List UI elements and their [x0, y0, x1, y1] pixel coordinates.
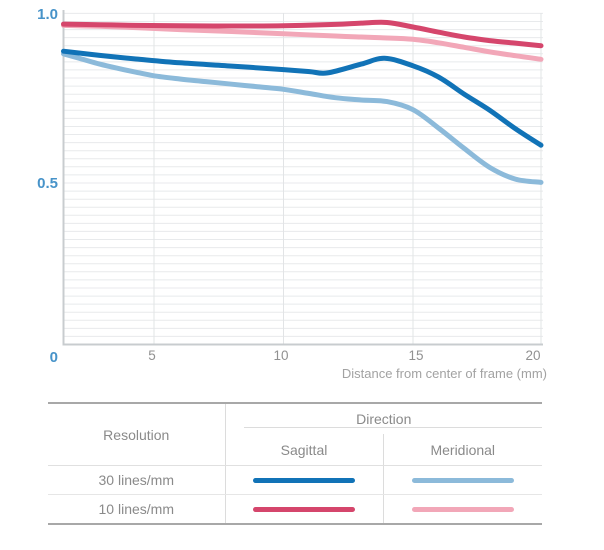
- resolution-header-cell: Resolution: [48, 403, 226, 466]
- direction-header-label: Direction: [356, 410, 412, 427]
- y-tick-label-0: 0: [49, 349, 58, 366]
- line-swatch-30-sagittal: [253, 477, 355, 483]
- x-tick-label-20: 20: [525, 348, 541, 363]
- sagittal-header-cell: Sagittal: [225, 434, 384, 466]
- swatch-cell-10-meridional: [383, 495, 542, 525]
- x-tick-label-5: 5: [148, 348, 156, 363]
- swatch-cell-10-sagittal: [225, 494, 384, 524]
- swatch-cell-30-sagittal: [225, 465, 384, 495]
- table-row-30-lines: 30 lines/mm: [48, 465, 542, 495]
- line-swatch-10-sagittal: [253, 506, 355, 512]
- x-tick-label-10: 10: [273, 348, 289, 363]
- legend-table: Resolution Direction Sagittal Meridional…: [48, 402, 542, 525]
- row-label-30-lines: 30 lines/mm: [48, 465, 226, 495]
- direction-underline: [243, 426, 542, 428]
- line-swatch-30-meridional: [411, 477, 514, 483]
- row-label-10-lines: 10 lines/mm: [48, 494, 226, 524]
- x-tick-label-15: 15: [408, 348, 424, 363]
- swatch-cell-30-meridional: [383, 465, 542, 495]
- meridional-header-cell: Meridional: [383, 434, 542, 466]
- table-row-10-lines: 10 lines/mm: [48, 494, 542, 525]
- table-header-row-direction: Resolution Direction: [48, 403, 542, 466]
- x-axis-title: Distance from center of frame (mm): [341, 366, 547, 381]
- y-tick-label-1.0: 1.0: [37, 6, 58, 23]
- meridional-header-label: Meridional: [430, 441, 496, 458]
- table-header-row-subdirection: Sagittal Meridional: [48, 434, 542, 466]
- line-swatch-10-meridional: [411, 506, 514, 512]
- sagittal-header-label: Sagittal: [280, 441, 328, 458]
- direction-header-cell: Direction: [225, 403, 542, 434]
- y-tick-label-0.5: 0.5: [37, 175, 58, 192]
- resolution-header-label: Resolution: [103, 426, 170, 443]
- mtf-plot-area: [61, 10, 544, 346]
